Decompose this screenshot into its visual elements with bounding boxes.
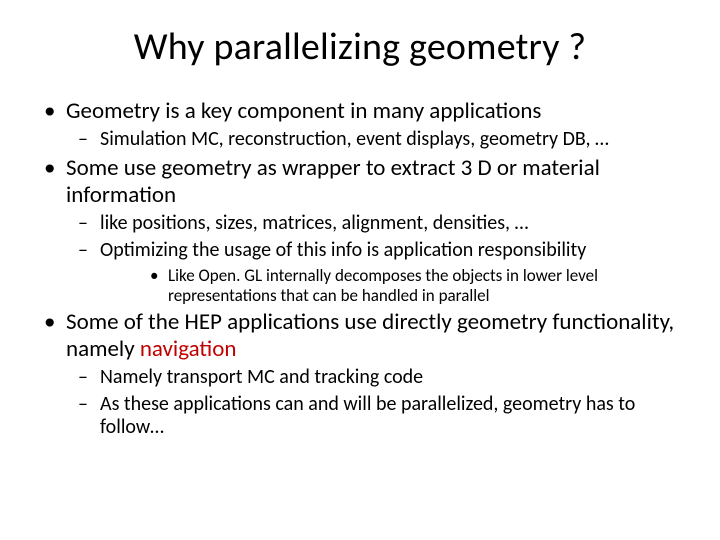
- bullet-list: Geometry is a key component in many appl…: [38, 98, 682, 439]
- bullet-lvl3: Like Open. GL internally decomposes the …: [144, 266, 682, 305]
- slide: Why parallelizing geometry ? Geometry is…: [0, 0, 720, 540]
- bullet-lvl2: like positions, sizes, matrices, alignme…: [72, 212, 682, 235]
- bullet-lvl1: Geometry is a key component in many appl…: [38, 98, 682, 124]
- bullet-lvl2: Simulation MC, reconstruction, event dis…: [72, 128, 682, 151]
- bullet-lvl1: Some of the HEP applications use directl…: [38, 309, 682, 362]
- bullet-lvl2: Optimizing the usage of this info is app…: [72, 239, 682, 262]
- slide-title: Why parallelizing geometry ?: [38, 24, 682, 70]
- bullet-lvl1: Some use geometry as wrapper to extract …: [38, 155, 682, 208]
- bullet-lvl2: Namely transport MC and tracking code: [72, 366, 682, 389]
- bullet-lvl2: As these applications can and will be pa…: [72, 393, 682, 439]
- accent-word: navigation: [140, 335, 237, 363]
